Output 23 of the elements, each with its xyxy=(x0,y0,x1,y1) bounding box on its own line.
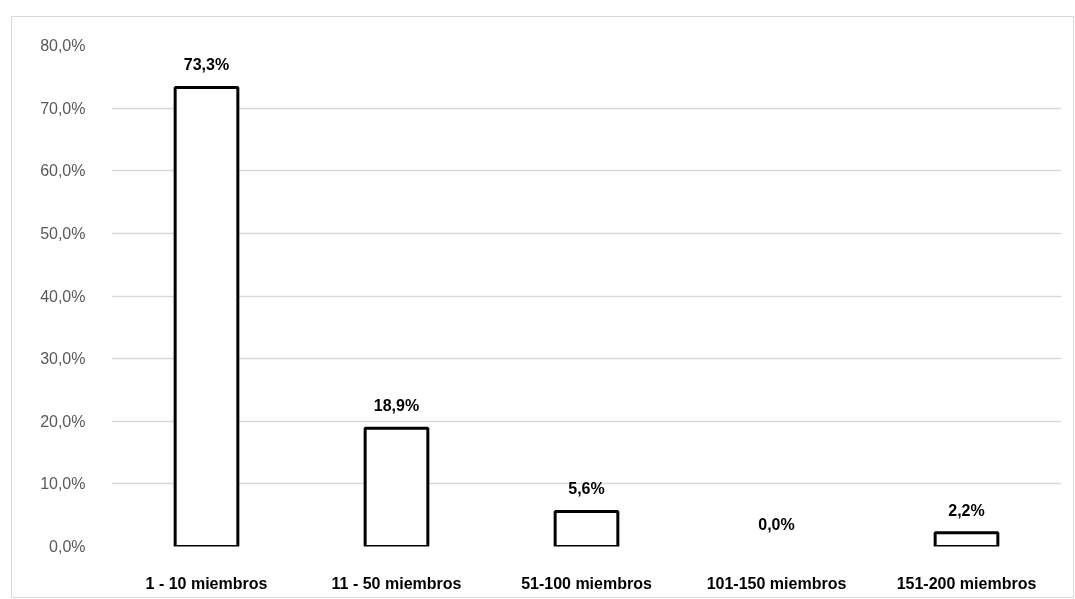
bar xyxy=(553,509,620,547)
y-tick-label: 50,0% xyxy=(40,224,86,242)
y-tick-label: 10,0% xyxy=(40,475,86,493)
x-tick-label: 101-150 miembros xyxy=(706,574,847,592)
data-label: 0,0% xyxy=(758,515,795,533)
data-label: 5,6% xyxy=(568,480,605,498)
y-tick-label: 80,0% xyxy=(40,37,86,54)
bar xyxy=(173,85,240,547)
bar xyxy=(933,531,1000,547)
x-tick-label: 11 - 50 miembros xyxy=(331,574,462,592)
data-label: 2,2% xyxy=(948,501,985,519)
data-label: 73,3% xyxy=(183,56,230,74)
y-tick-label: 30,0% xyxy=(40,350,86,368)
y-tick-label: 20,0% xyxy=(40,412,86,430)
y-tick-label: 60,0% xyxy=(40,162,86,180)
x-tick-label: 1 - 10 miembros xyxy=(145,574,268,592)
x-tick-label: 151-200 miembros xyxy=(896,574,1037,592)
y-tick-label: 70,0% xyxy=(40,99,86,117)
y-tick-label: 40,0% xyxy=(40,287,86,305)
bar xyxy=(363,426,430,547)
data-label: 18,9% xyxy=(373,397,420,415)
y-tick-label: 0,0% xyxy=(49,538,86,555)
x-tick-label: 51-100 miembros xyxy=(521,574,652,592)
